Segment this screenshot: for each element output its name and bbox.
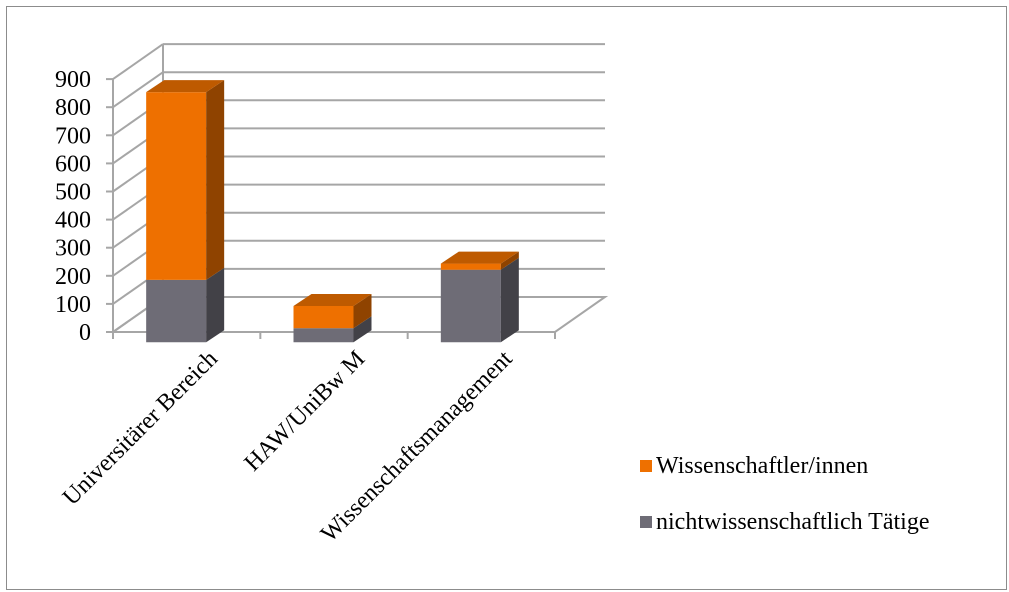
y-tick-label: 400 [55,208,91,234]
bar-front [293,306,354,329]
bar-front [146,279,207,343]
bar-side [500,257,519,343]
bar-side [353,294,372,329]
x-category-label: Universitärer Bereich [58,346,223,511]
bar-front [293,328,354,343]
y-tick-label: 0 [79,320,91,346]
bar-segment [293,294,372,329]
x-axis-labels: Universitärer Bereich HAW/UniBw MWissensc… [58,346,518,548]
bar-segment [293,316,372,343]
legend-item: Wissenschaftler/innen [640,452,929,480]
y-tick-label: 700 [55,123,91,149]
bar-segment [146,80,225,280]
bar-front [440,263,501,270]
y-tick-label: 500 [55,180,91,206]
bar-side [206,80,225,280]
y-tick-label: 600 [55,151,91,177]
bar-top [440,251,519,264]
gridline-side [112,43,164,80]
legend-swatch [640,460,652,472]
bars [146,80,519,343]
gridline-side [112,71,164,109]
y-tick-label: 800 [55,95,91,121]
bar-front [146,92,207,280]
x-category-label: HAW/UniBw M [240,346,371,477]
legend-swatch [640,516,652,528]
axes [106,78,556,339]
legend-label: nichtwissenschaftlich Tätige [656,508,930,535]
legend: Wissenschaftler/innen nichtwissenschaftli… [640,452,929,564]
bar-side [206,267,225,343]
bar-side [353,316,372,343]
bar-top [146,80,225,93]
y-tick-label: 100 [55,292,91,318]
legend-label: Wissenschaftler/innen [656,452,869,479]
bar-top [293,294,372,307]
bar-segment [440,257,519,343]
bar-segment [146,267,225,343]
y-tick-label: 200 [55,264,91,290]
y-tick-label: 300 [55,236,91,262]
y-tick-label: 900 [55,67,91,93]
bar-side [500,251,519,270]
legend-item: nichtwissenschaftlich Tätige [640,508,929,536]
bar-front [440,269,501,343]
bar-segment [440,251,519,270]
